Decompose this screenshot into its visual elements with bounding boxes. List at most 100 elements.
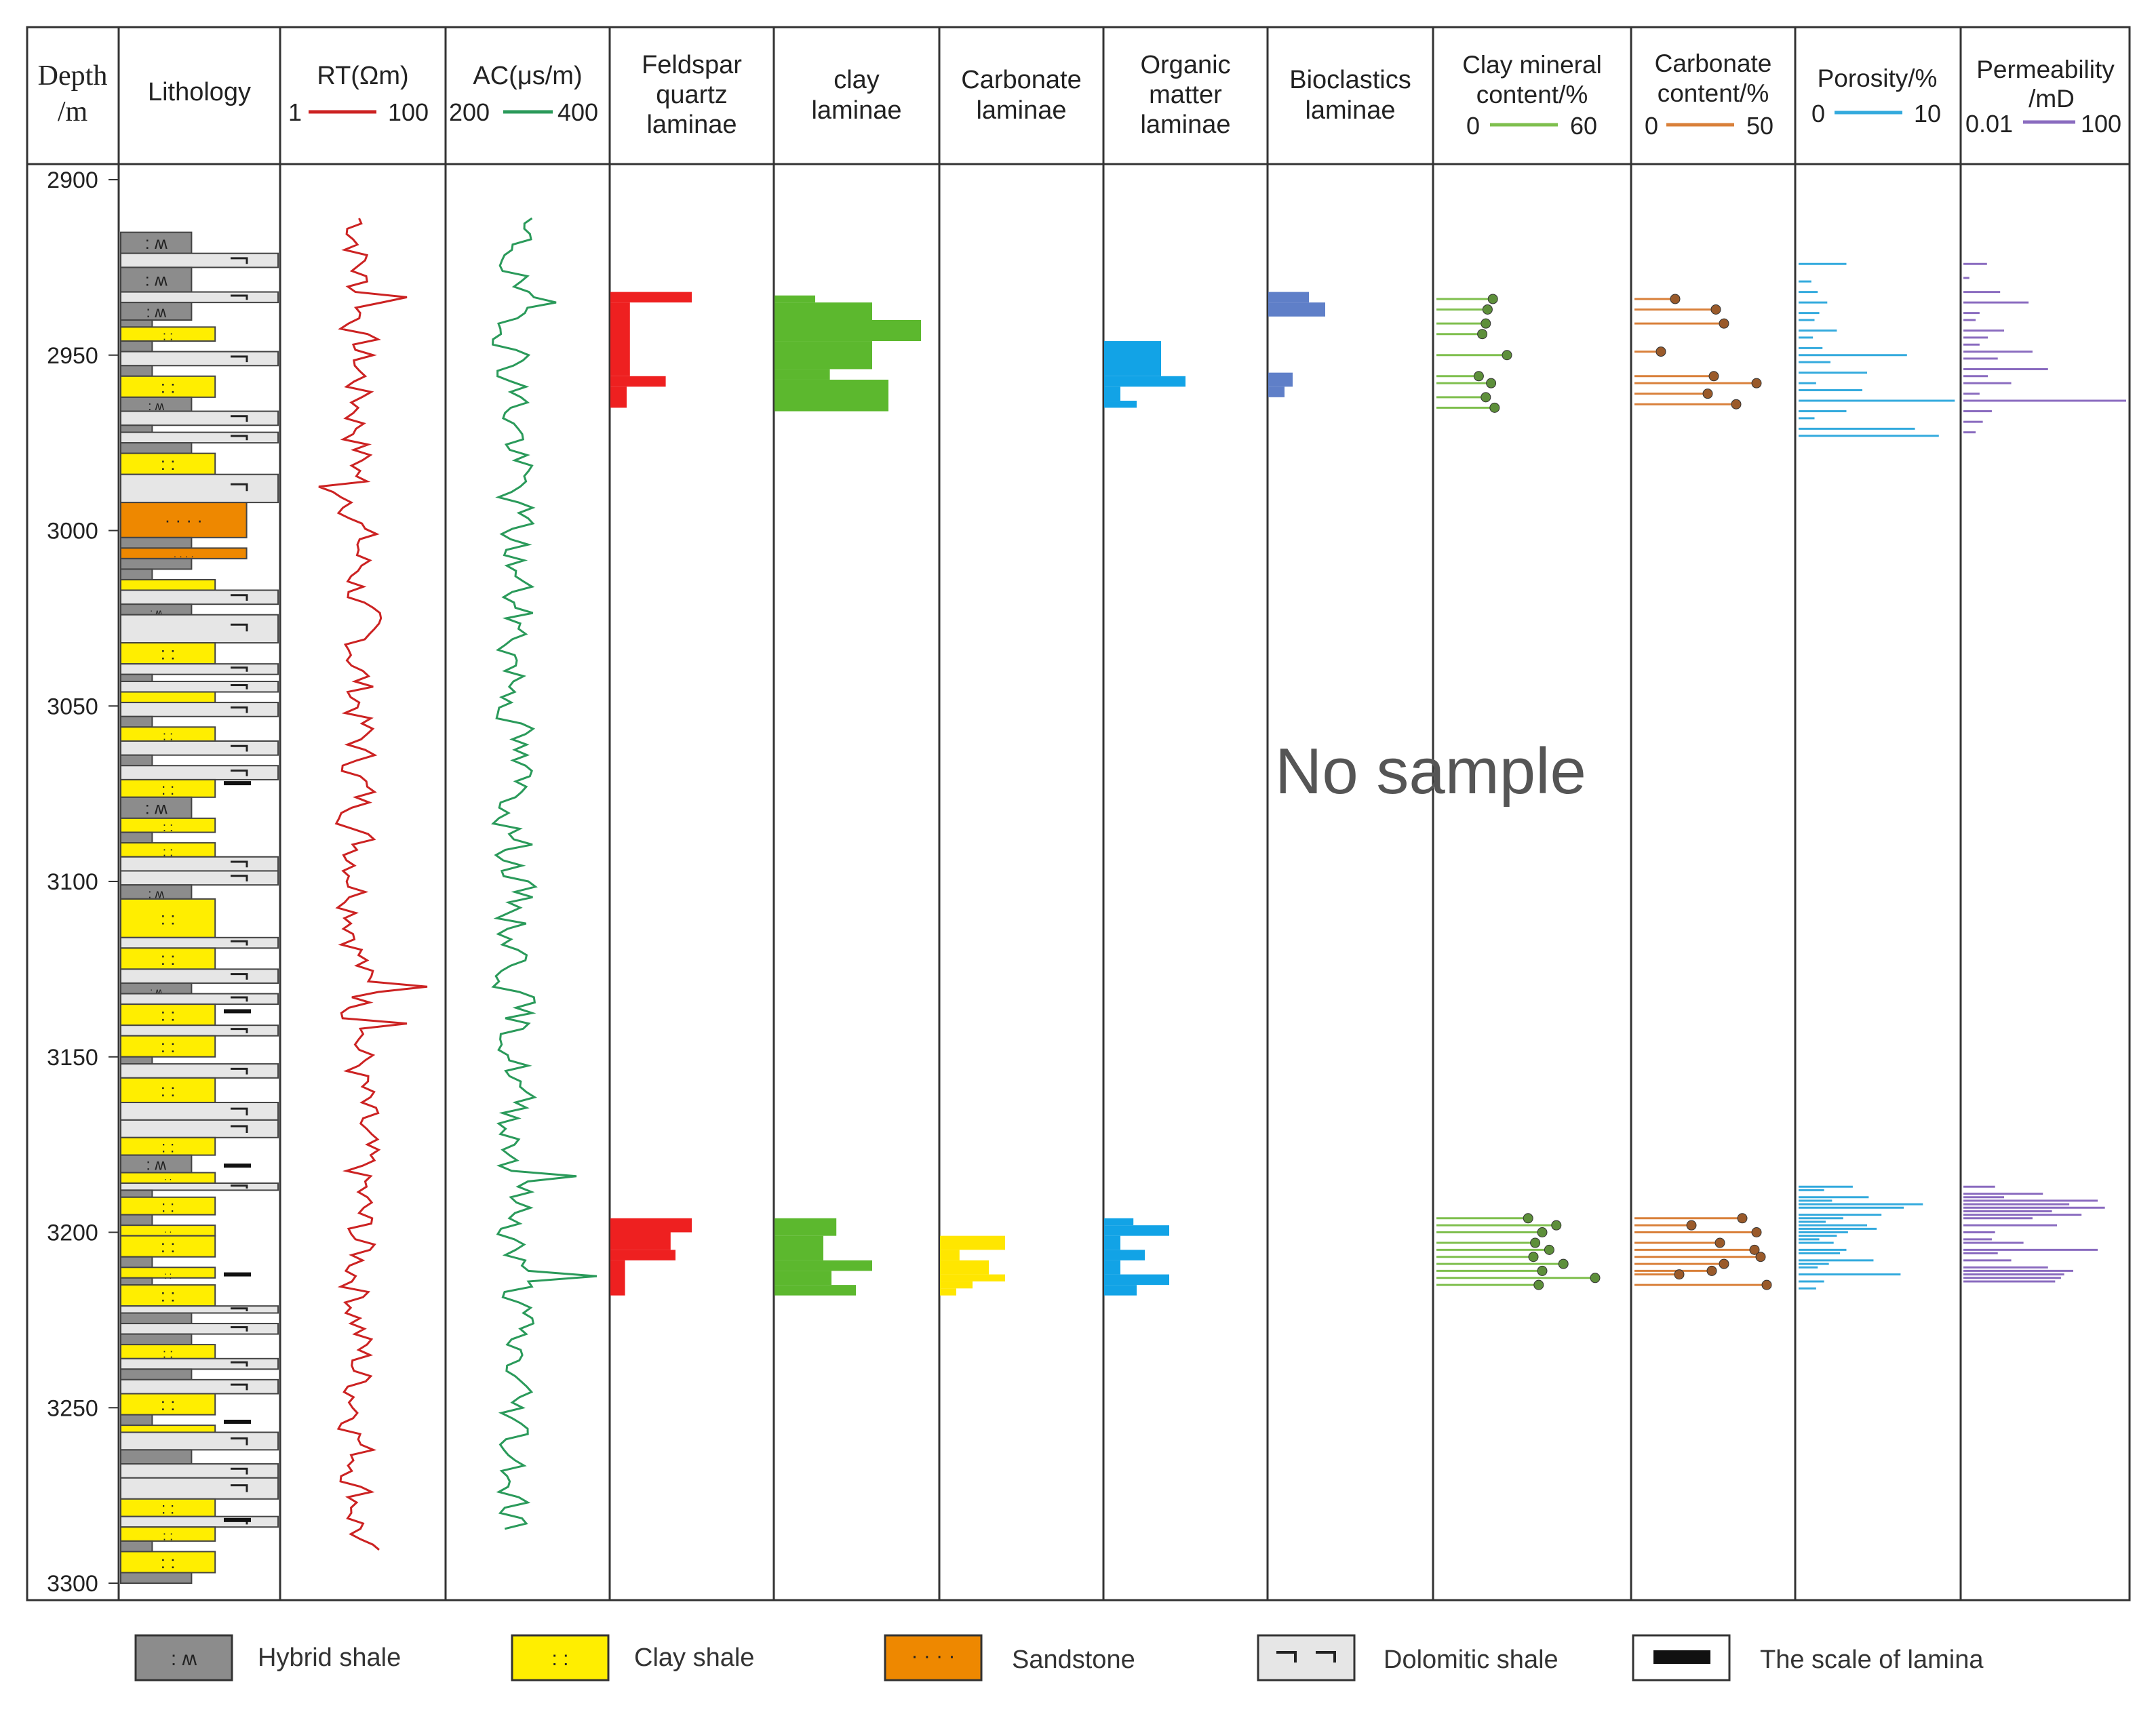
clay-mineral-max-label: 60 (1570, 112, 1597, 140)
rt-max-label: 100 (388, 98, 429, 126)
organic-lamina-bar (1104, 1235, 1120, 1250)
dolomite-symbol (231, 1326, 248, 1332)
organic-lamina-bar (1104, 1218, 1134, 1226)
feldspar-lamina-bar (610, 1232, 671, 1250)
clay-lamina-bar (775, 1218, 837, 1236)
lithology-layer-dolomitic (120, 589, 279, 605)
lithology-layer-dolomitic (120, 1102, 279, 1121)
carbonate-content-point (1719, 1258, 1729, 1269)
lithology-layer-clay (120, 1425, 216, 1433)
clay-mineral-point (1523, 1213, 1533, 1224)
carbonate-content-header-line1: Carbonate (1655, 49, 1772, 77)
carbonate-content-point (1719, 318, 1729, 329)
carbonate-content-min-label: 0 (1645, 112, 1658, 140)
depth-axis: 2900 2950 3000 3050 3100 3150 3200 3250 3300 (47, 167, 119, 1597)
permeability-header-line1: Permeability (1976, 56, 2115, 83)
clay-mineral-header-line1: Clay mineral (1462, 51, 1602, 79)
clay-mineral-point (1487, 294, 1498, 304)
clay-laminae-header-line1: clay (834, 66, 880, 94)
carbonate-content-point (1731, 399, 1742, 410)
porosity-min-label: 0 (1811, 100, 1825, 127)
ac-min-label: 200 (449, 98, 490, 126)
depth-header-line2: /m (58, 96, 88, 127)
clay-lamina-bar (775, 1271, 831, 1286)
dolomite-symbol (231, 996, 248, 1002)
dolomite-symbol (231, 1361, 248, 1367)
organic-lamina-bar (1104, 1225, 1169, 1236)
lithology-symbol: : ʍ (146, 1156, 166, 1174)
clay-mineral-point (1533, 1279, 1544, 1290)
organic-lamina-bar (1104, 401, 1137, 408)
depth-tick-label: 3050 (47, 694, 98, 719)
lithology-layer-dolomitic (120, 968, 279, 984)
lithology-layer-clay (120, 375, 216, 398)
dolomite-symbol (231, 1125, 248, 1133)
lithology-layer-clay (120, 1393, 216, 1416)
legend-sand-label: Sandstone (1012, 1646, 1135, 1674)
lithology-layer-dolomitic (120, 1378, 279, 1395)
lithology-layer-dolomitic (120, 1024, 279, 1037)
lithology-symbol: : : (163, 820, 174, 834)
clay-mineral-point (1482, 304, 1493, 315)
dolomite-symbol (231, 415, 248, 422)
legend-clay-label: Clay shale (634, 1644, 754, 1672)
clay-mineral-point (1477, 329, 1488, 340)
organic-header-line1: Organic (1140, 51, 1230, 79)
lithology-symbol: : ʍ (148, 399, 164, 413)
lithology-layer-hybrid (120, 557, 193, 570)
lithology-layer-hybrid (120, 754, 153, 767)
lithology-symbol: · · · · (165, 510, 203, 530)
legend-lamina-bar (1653, 1650, 1710, 1664)
dolomite-symbol (231, 875, 248, 881)
carbonate-content-point (1702, 389, 1713, 399)
lamina-scale-mark (224, 1163, 251, 1168)
lithology-layer-dolomitic (120, 1515, 279, 1528)
organic-lamina-bar (1104, 376, 1185, 387)
rt-min-label: 1 (288, 98, 302, 126)
clay-lamina-bar (775, 295, 815, 303)
clay-mineral-point (1537, 1227, 1548, 1237)
dolomite-symbol (231, 1383, 248, 1391)
lithology-symbol: : : (161, 780, 174, 798)
clay-lamina-bar (775, 1285, 856, 1296)
legend: : ʍ Hybrid shale : : Clay shale · · · · … (134, 1634, 1984, 1681)
lithology-layer-dolomitic (120, 1477, 279, 1500)
lithology-symbol: : : (161, 376, 176, 397)
clay-mineral-point (1481, 318, 1491, 329)
lithology-layer-dolomitic (120, 1063, 279, 1079)
lithology-column: : ʍ: ʍ: ʍ: :: :: ʍ: :· · · ·· · · ·: ʍ: … (120, 231, 279, 1585)
lithology-layer-hybrid (120, 1414, 153, 1427)
dolomite-symbol (231, 1307, 248, 1311)
carbonate-content-point (1761, 1279, 1772, 1290)
lamina-scale-mark (224, 1419, 251, 1424)
clay-mineral-header-line2: content/% (1476, 81, 1588, 108)
lithology-layer-hybrid (120, 1214, 153, 1227)
lithology-symbol: : : (163, 329, 174, 343)
organic-lamina-bar (1104, 1250, 1145, 1260)
lithology-layer-dolomitic (120, 663, 279, 675)
legend-dolomitic-symbol (1276, 1651, 1336, 1663)
depth-tick-label: 3000 (47, 519, 98, 544)
lithology-layer-hybrid (120, 1572, 193, 1585)
clay-mineral-point (1528, 1252, 1539, 1262)
dolomite-symbol (231, 594, 248, 601)
clay-mineral-point (1481, 392, 1491, 403)
lithology-symbol: : : (161, 1286, 176, 1306)
lithology-layer-hybrid (120, 1333, 193, 1346)
dolomite-symbol (231, 257, 248, 264)
clay-mineral-point (1486, 378, 1497, 389)
lithology-symbol: : : (161, 1036, 176, 1056)
depth-tick-label: 3150 (47, 1045, 98, 1071)
lithology-symbol: : : (163, 1346, 174, 1360)
lithology-symbol: : ʍ (146, 303, 166, 321)
carbonate-content-point (1655, 346, 1666, 357)
lithology-layer-clay (120, 691, 216, 704)
lithology-layer-clay (120, 642, 216, 665)
lithology-layer-dolomitic (120, 870, 279, 886)
clay-lamina-bar (775, 320, 921, 342)
lithology-layer-dolomitic (120, 1431, 279, 1451)
lithology-symbol: : : (161, 1236, 176, 1256)
ac-curve (491, 217, 597, 1530)
porosity-header: Porosity/% (1818, 64, 1938, 92)
